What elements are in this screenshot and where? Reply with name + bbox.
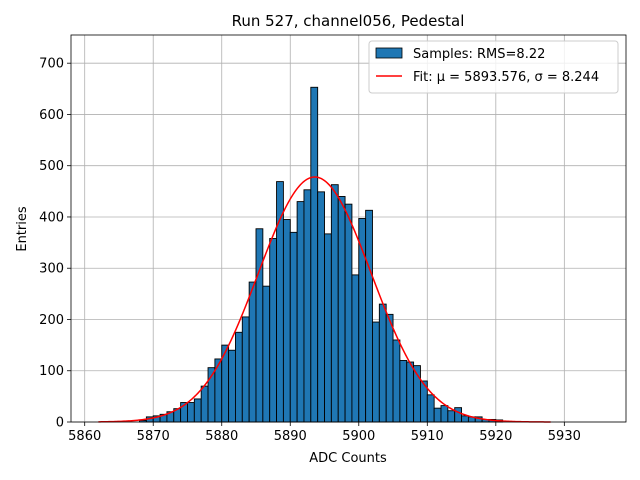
x-tick-label: 5900 — [342, 429, 375, 444]
histogram-bar — [241, 316, 250, 423]
histogram-bar — [392, 339, 401, 423]
histogram-bar — [337, 196, 346, 423]
x-tick-label: 5860 — [68, 429, 101, 444]
histogram-bar — [310, 86, 319, 423]
histogram-bar — [282, 219, 291, 423]
histogram-bar — [324, 233, 332, 423]
x-axis-label: ADC Counts — [309, 451, 387, 466]
y-tick-label: 100 — [39, 364, 64, 379]
y-tick-label: 700 — [39, 57, 64, 72]
histogram-bar — [365, 209, 373, 423]
fit-curve — [98, 176, 551, 423]
histogram-bar — [255, 228, 264, 423]
histogram-bar — [385, 313, 394, 423]
y-tick-label: 300 — [39, 262, 64, 277]
histogram-bar — [344, 203, 353, 423]
x-tick-label: 5910 — [411, 429, 444, 444]
legend-label-fit: Fit: μ = 5893.576, σ = 8.244 — [413, 70, 599, 85]
histogram-bar — [330, 184, 339, 423]
histogram-bar — [399, 360, 408, 423]
x-tick-label: 5920 — [479, 429, 512, 444]
x-tick-label: 5870 — [137, 429, 170, 444]
histogram-bar — [228, 349, 236, 423]
y-tick-label: 500 — [39, 159, 64, 174]
histogram-bar — [440, 405, 449, 423]
histogram-bars — [139, 86, 504, 423]
histogram-bar — [303, 189, 312, 423]
histogram-bar — [193, 398, 202, 423]
legend-label-samples: Samples: RMS=8.22 — [413, 47, 545, 62]
histogram-bar — [454, 407, 463, 423]
histogram-bar — [372, 321, 380, 423]
histogram-bar — [289, 231, 298, 423]
y-axis-ticks: 0 100 200 300 400 500 600 700 — [39, 57, 71, 431]
y-tick-label: 0 — [56, 416, 64, 431]
histogram-bar — [406, 361, 415, 423]
legend-box — [368, 40, 619, 94]
histogram-bar — [426, 394, 435, 423]
histogram-bar — [234, 331, 243, 423]
histogram-bar — [296, 201, 305, 423]
y-tick-label: 200 — [39, 313, 64, 328]
y-tick-label: 600 — [39, 108, 64, 123]
chart-title: Run 527, channel056, Pedestal — [232, 12, 465, 30]
histogram-bar — [378, 303, 387, 423]
x-tick-label: 5880 — [205, 429, 238, 444]
x-axis-ticks: 5860 5870 5880 5890 5900 5910 5920 5930 — [68, 422, 581, 444]
y-tick-label: 400 — [39, 210, 64, 225]
histogram-bar — [200, 385, 209, 423]
x-tick-label: 5890 — [274, 429, 307, 444]
histogram-bar — [262, 285, 271, 423]
histogram-bar — [317, 191, 325, 423]
histogram-bar — [248, 281, 257, 423]
legend-swatch-samples — [375, 47, 403, 59]
plot-frame — [70, 34, 627, 423]
legend: Samples: RMS=8.22 Fit: μ = 5893.576, σ =… — [368, 40, 619, 94]
histogram-bar — [461, 415, 469, 423]
histogram-bar — [269, 238, 278, 423]
histogram-bar — [351, 274, 360, 423]
histogram-bar — [447, 410, 456, 423]
x-tick-label: 5930 — [548, 429, 581, 444]
histogram-bar — [187, 402, 195, 423]
y-axis-label: Entries — [15, 206, 30, 252]
histogram-bar — [433, 407, 442, 423]
